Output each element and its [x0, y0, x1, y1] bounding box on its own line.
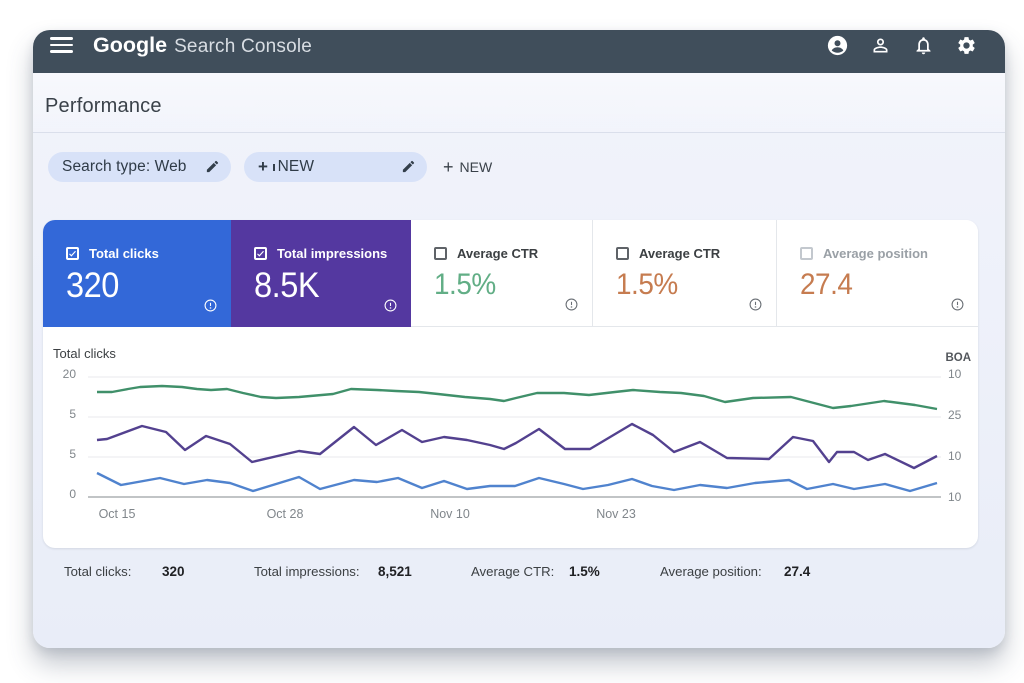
svg-text:25: 25: [948, 408, 962, 422]
svg-text:10: 10: [948, 449, 962, 463]
svg-text:0: 0: [69, 487, 76, 501]
svg-text:Oct 28: Oct 28: [267, 507, 304, 521]
svg-text:Nov 10: Nov 10: [430, 507, 470, 521]
svg-text:5: 5: [69, 447, 76, 461]
svg-text:20: 20: [63, 367, 77, 381]
svg-text:BOA: BOA: [945, 352, 971, 364]
svg-text:Nov 23: Nov 23: [596, 507, 636, 521]
svg-text:Total clicks: Total clicks: [53, 346, 116, 361]
svg-text:10: 10: [948, 367, 962, 381]
svg-text:10: 10: [948, 490, 962, 504]
svg-text:Oct 15: Oct 15: [99, 507, 136, 521]
svg-text:5: 5: [69, 407, 76, 421]
